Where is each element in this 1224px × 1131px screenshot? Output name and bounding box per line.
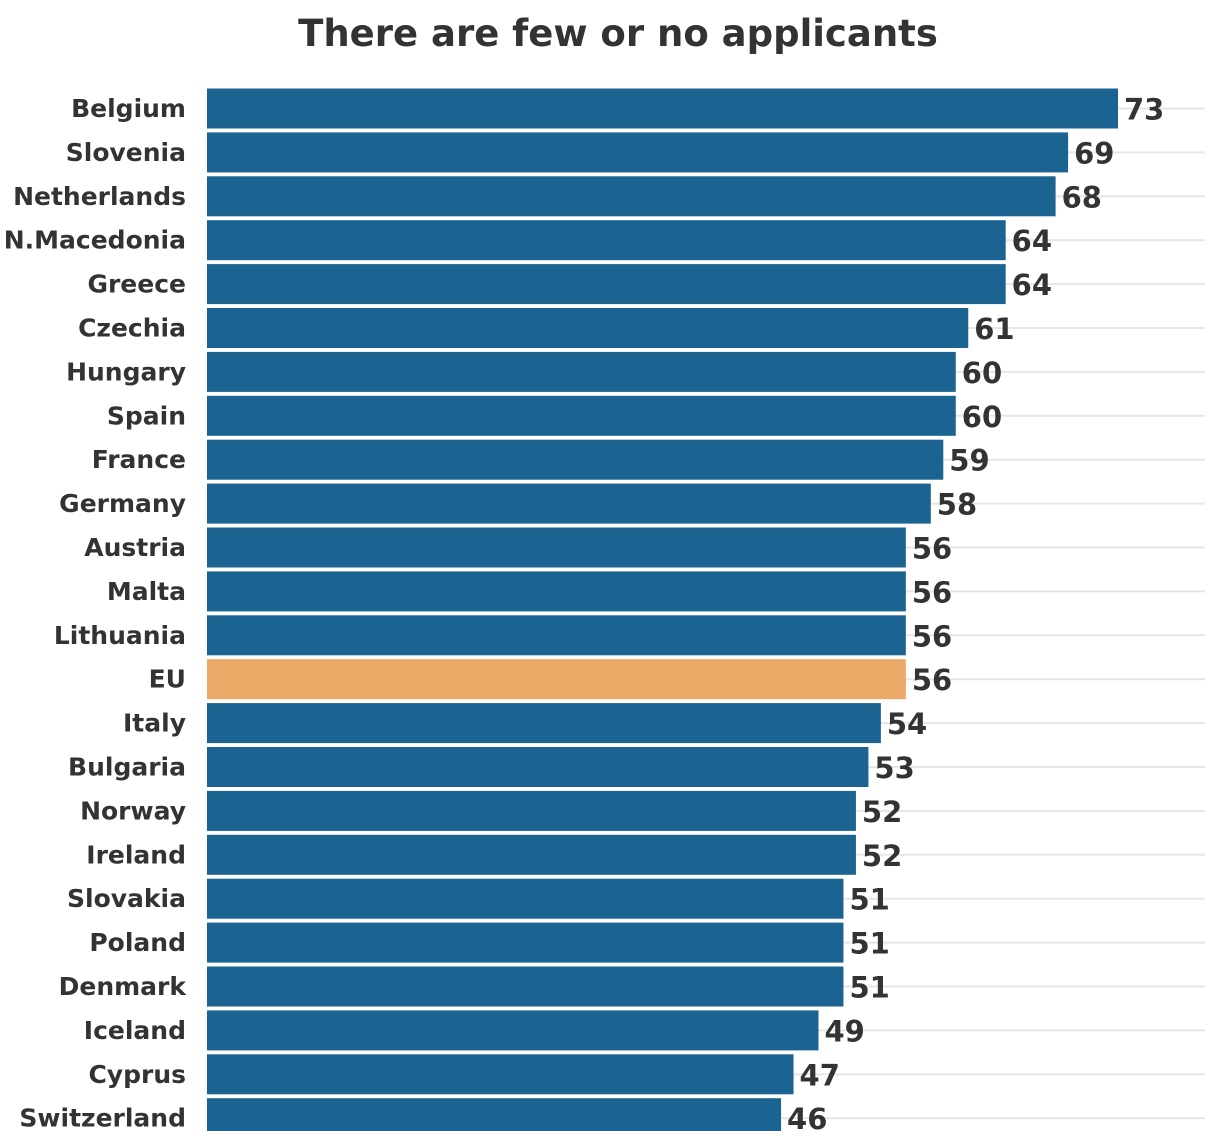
value-label-greece: 64: [1012, 268, 1052, 302]
category-label-france: France: [92, 445, 186, 474]
value-label-bulgaria: 53: [874, 751, 914, 785]
value-label-spain: 60: [962, 400, 1002, 434]
category-label-austria: Austria: [84, 533, 186, 562]
value-label-slovenia: 69: [1074, 136, 1114, 170]
value-labels: 73 69 68 64 64 61 60 60 59 58 56 56 56 56 54 53 52 52 51 51…: [787, 93, 1164, 1131]
category-label-slovakia: Slovakia: [67, 884, 186, 913]
value-label-cyprus: 47: [800, 1058, 840, 1092]
value-label-hungary: 60: [962, 356, 1002, 390]
category-label-cyprus: Cyprus: [88, 1060, 186, 1089]
bar-denmark: [207, 966, 844, 1007]
bar-czechia: [207, 308, 969, 348]
category-label-denmark: Denmark: [59, 972, 188, 1001]
bar-n-macedonia: [207, 220, 1006, 261]
value-label-czechia: 61: [974, 312, 1014, 346]
category-label-greece: Greece: [87, 270, 186, 299]
category-label-switzerland: Switzerland: [19, 1104, 186, 1131]
category-label-germany: Germany: [59, 489, 186, 518]
category-label-n-macedonia: N.Macedonia: [4, 226, 186, 255]
bar-belgium: [207, 88, 1118, 129]
bar-cyprus: [207, 1054, 794, 1095]
value-label-italy: 54: [887, 707, 927, 741]
value-label-belgium: 73: [1124, 93, 1164, 127]
bar-germany: [207, 483, 931, 524]
category-label-lithuania: Lithuania: [54, 621, 186, 650]
value-label-netherlands: 68: [1062, 180, 1102, 214]
bar-austria: [207, 527, 906, 568]
bar-switzerland: [207, 1098, 782, 1131]
category-label-belgium: Belgium: [71, 94, 186, 123]
value-label-n-macedonia: 64: [1012, 224, 1052, 258]
chart-title: There are few or no applicants: [298, 12, 938, 55]
value-label-austria: 56: [912, 532, 952, 566]
value-label-switzerland: 46: [787, 1102, 827, 1131]
value-label-iceland: 49: [824, 1014, 864, 1048]
value-label-malta: 56: [912, 575, 952, 609]
value-label-poland: 51: [849, 927, 889, 961]
value-label-france: 59: [949, 444, 989, 478]
category-label-czechia: Czechia: [78, 314, 186, 343]
category-label-iceland: Iceland: [84, 1016, 186, 1045]
bar-ireland: [207, 834, 856, 875]
bar-italy: [207, 703, 881, 744]
category-labels: Belgium Slovenia Netherlands N.Macedonia Gre…: [4, 94, 188, 1131]
category-label-spain: Spain: [107, 401, 186, 430]
value-label-norway: 52: [862, 795, 902, 829]
category-label-ireland: Ireland: [86, 840, 186, 869]
bar-greece: [207, 264, 1006, 305]
bar-malta: [207, 571, 906, 612]
bar-poland: [207, 922, 844, 963]
value-label-slovakia: 51: [849, 883, 889, 917]
category-label-poland: Poland: [89, 928, 186, 957]
value-label-eu: 56: [912, 663, 952, 697]
value-label-germany: 58: [937, 488, 977, 522]
value-label-ireland: 52: [862, 839, 902, 873]
category-label-netherlands: Netherlands: [13, 182, 186, 211]
bar-hungary: [207, 351, 956, 392]
category-label-slovenia: Slovenia: [66, 138, 186, 167]
bar-bulgaria: [207, 747, 869, 787]
bar-lithuania: [207, 615, 906, 656]
value-label-lithuania: 56: [912, 619, 952, 653]
category-label-eu: EU: [149, 665, 186, 694]
bar-eu: [207, 659, 906, 700]
category-label-italy: Italy: [123, 709, 186, 738]
category-label-hungary: Hungary: [66, 357, 186, 386]
category-label-bulgaria: Bulgaria: [68, 753, 186, 782]
category-label-malta: Malta: [107, 577, 186, 606]
bar-france: [207, 439, 944, 480]
bars: [207, 88, 1118, 1131]
bar-norway: [207, 790, 856, 831]
bar-iceland: [207, 1010, 819, 1051]
bar-spain: [207, 395, 956, 436]
category-label-norway: Norway: [80, 796, 186, 825]
bar-netherlands: [207, 176, 1056, 217]
bar-slovenia: [207, 132, 1069, 173]
bar-slovakia: [207, 878, 844, 919]
value-label-denmark: 51: [849, 971, 889, 1005]
